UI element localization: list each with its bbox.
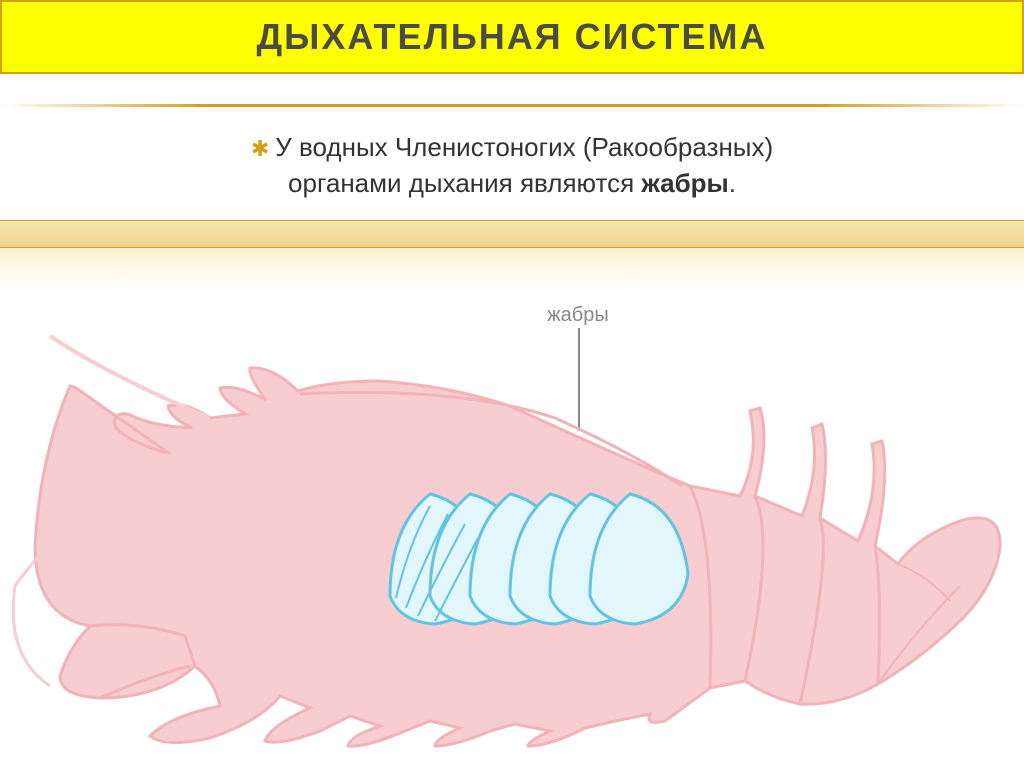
- text-line2-post: .: [729, 168, 736, 198]
- divider-band: [0, 220, 1024, 248]
- bullet-icon: ✱: [251, 136, 269, 161]
- diagram-area: жабры: [0, 286, 1024, 756]
- text-line1: У водных Членистоногих (Ракообразных): [275, 132, 773, 162]
- header-band: ДЫХАТЕЛЬНАЯ СИСТЕМА: [0, 0, 1024, 74]
- body-text: ✱У водных Членистоногих (Ракообразных) о…: [0, 107, 1024, 220]
- gills: [390, 494, 688, 624]
- crayfish-illustration: [10, 326, 1020, 756]
- text-line2-bold: жабры: [641, 168, 728, 198]
- text-line2-pre: органами дыхания являются: [288, 168, 641, 198]
- page-title: ДЫХАТЕЛЬНАЯ СИСТЕМА: [256, 16, 767, 58]
- gill-label: жабры: [538, 304, 618, 327]
- gradient-fade: [0, 248, 1024, 286]
